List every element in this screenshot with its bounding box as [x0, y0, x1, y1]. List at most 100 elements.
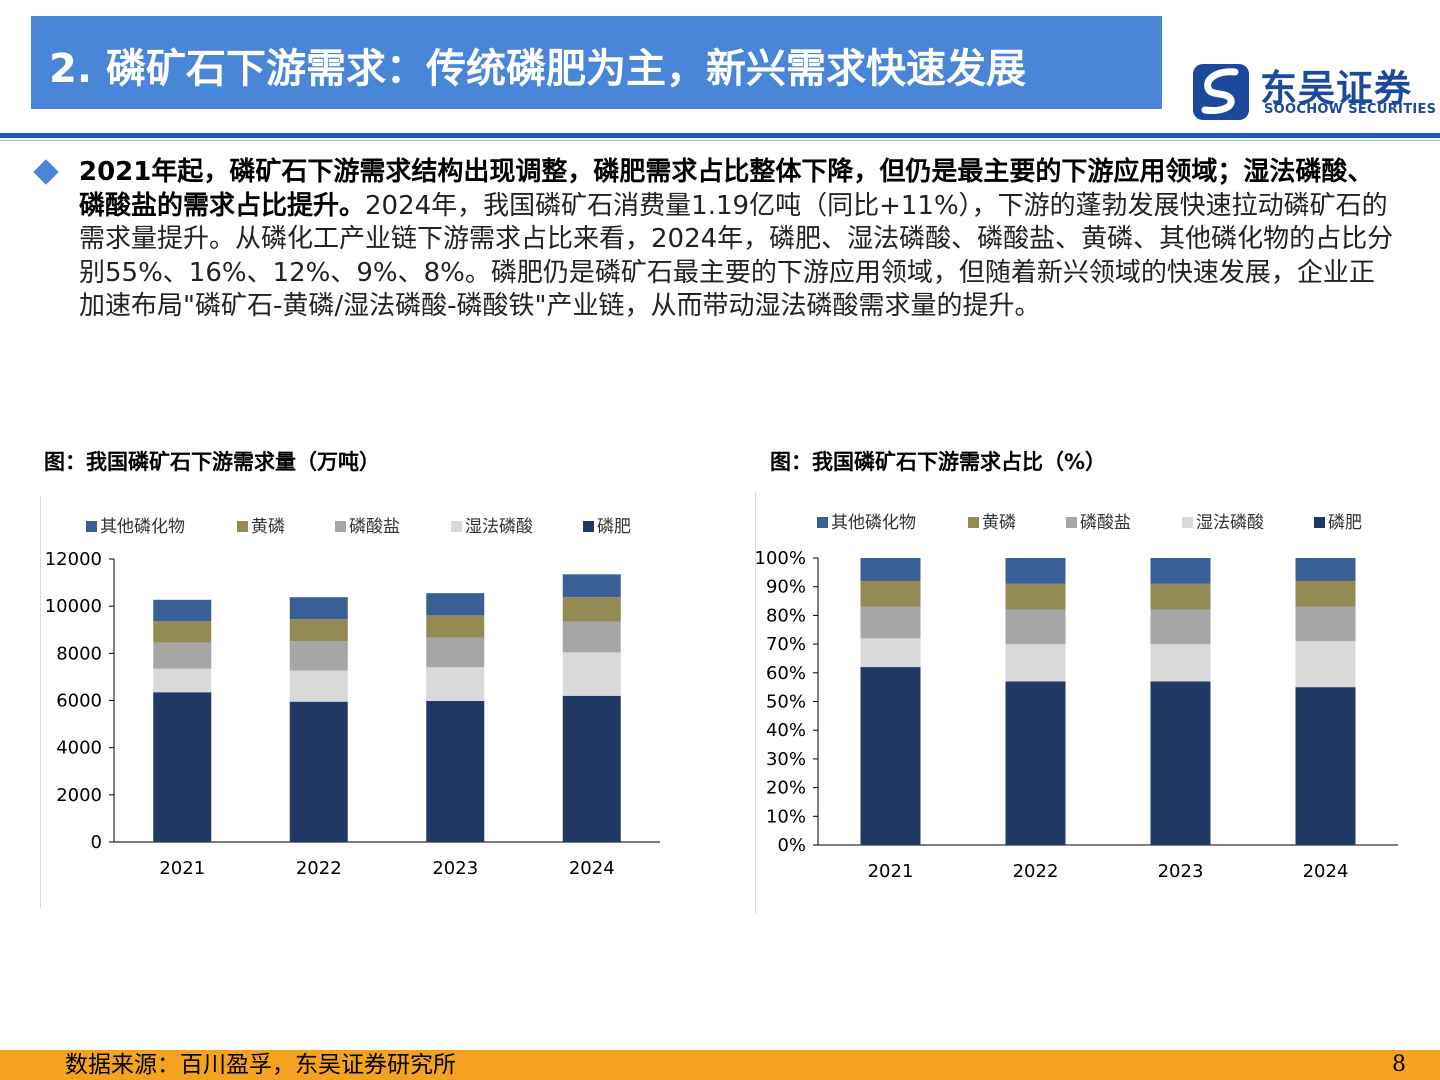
legend-label: 黄磷	[982, 513, 1016, 533]
bar-segment	[1005, 644, 1066, 682]
data-source: 数据来源：百川盈孚，东吴证券研究所	[65, 1052, 456, 1078]
legend-swatch	[237, 521, 248, 532]
legend-swatch	[1066, 517, 1077, 528]
soochow-logo-icon	[1193, 64, 1249, 120]
bar-segment	[1150, 583, 1211, 610]
y-tick-label: 30%	[766, 749, 806, 770]
bar-segment	[153, 668, 212, 693]
bar-segment	[426, 700, 485, 842]
summary-bold: 2021年起，磷矿石下游需求结构出现调整，磷肥需求占比整体下降，但仍是最主要的下…	[79, 157, 1374, 221]
bar-segment	[426, 667, 485, 701]
bar-segment	[1150, 644, 1211, 682]
page-title: 2. 磷矿石下游需求：传统磷肥为主，新兴需求快速发展	[49, 46, 1026, 92]
chart-title-volume: 图：我国磷矿石下游需求量（万吨）	[44, 450, 380, 474]
legend-swatch	[968, 517, 979, 528]
bar-segment	[1295, 606, 1356, 642]
bar-segment	[289, 641, 348, 671]
bar-segment	[426, 615, 485, 638]
y-tick-label: 70%	[766, 634, 806, 655]
chart-share: 0% 10% 20% 30% 40% 50% 60% 70% 80% 90% 100% 2021 202…	[755, 492, 1420, 914]
header-rule-thin	[0, 140, 1440, 141]
bar-segment	[153, 642, 212, 669]
bar-segment	[1150, 609, 1211, 645]
y-tick-label: 6000	[56, 691, 102, 712]
chart-title-share: 图：我国磷矿石下游需求占比（%）	[770, 450, 1107, 474]
y-tick-label: 90%	[766, 577, 806, 598]
bar-segment	[1150, 558, 1211, 584]
bar-segment	[1005, 583, 1066, 610]
logo-name-cn: 东吴证券	[1260, 67, 1412, 110]
legend-swatch	[1182, 517, 1193, 528]
chart-volume-svg: 0 2000 4000 6000 8000 10000 12000 2021 2022 2023 2…	[40, 496, 660, 908]
y-tick-label: 10%	[766, 806, 806, 827]
y-tick-label: 50%	[766, 692, 806, 713]
bar-segment	[1295, 687, 1356, 845]
summary-paragraph: 2021年起，磷矿石下游需求结构出现调整，磷肥需求占比整体下降，但仍是最主要的下…	[79, 156, 1399, 324]
bar-segment	[289, 701, 348, 842]
bar-segment	[426, 593, 485, 616]
x-tick-label: 2023	[432, 858, 478, 879]
legend-label: 其他磷化物	[100, 517, 185, 537]
bar-segment	[860, 580, 921, 607]
legend-label: 磷肥	[597, 517, 631, 537]
y-tick-label: 0	[91, 832, 102, 853]
bar-segment	[1005, 558, 1066, 584]
y-tick-label: 2000	[56, 785, 102, 806]
company-logo: 东吴证券 SOOCHOW SECURITIES	[1188, 56, 1436, 122]
x-tick-label: 2021	[159, 858, 205, 879]
footer-bar: 数据来源：百川盈孚，东吴证券研究所 8	[0, 1050, 1440, 1080]
title-bar: 2. 磷矿石下游需求：传统磷肥为主，新兴需求快速发展	[31, 16, 1162, 109]
bar-segment	[1295, 558, 1356, 581]
legend-label: 磷酸盐	[1080, 513, 1131, 533]
bar-segment	[153, 599, 212, 622]
bar-segment	[289, 670, 348, 702]
chart-share-svg: 0% 10% 20% 30% 40% 50% 60% 70% 80% 90% 100% 2021 202…	[755, 492, 1398, 914]
y-tick-label: 60%	[766, 663, 806, 684]
bar-segment	[1295, 580, 1356, 607]
y-tick-label: 100%	[755, 548, 806, 569]
y-tick-label: 40%	[766, 720, 806, 741]
chart-volume: 0 2000 4000 6000 8000 10000 12000 2021 2022 2023 2…	[40, 496, 673, 908]
bar-segment	[562, 597, 621, 622]
y-tick-label: 20%	[766, 778, 806, 799]
diamond-bullet-icon	[33, 159, 59, 185]
bar-segment	[562, 621, 621, 653]
bar-segment	[289, 597, 348, 620]
header-rule	[0, 133, 1440, 138]
legend-swatch	[451, 521, 462, 532]
bar-segment	[1005, 681, 1066, 845]
logo-name-en: SOOCHOW SECURITIES	[1264, 102, 1437, 117]
x-tick-label: 2024	[569, 858, 615, 879]
legend-label: 磷酸盐	[349, 517, 400, 537]
y-tick-label: 80%	[766, 605, 806, 626]
x-tick-label: 2022	[296, 858, 342, 879]
x-tick-label: 2022	[1013, 861, 1059, 882]
y-tick-label: 12000	[45, 549, 102, 570]
x-tick-label: 2021	[868, 861, 914, 882]
legend-swatch	[817, 517, 828, 528]
bar-segment	[860, 667, 921, 845]
bar-segment	[562, 652, 621, 696]
bar-segment	[860, 606, 921, 639]
legend-label: 黄磷	[251, 517, 285, 537]
summary-body: 2024年，我国磷矿石消费量1.19亿吨（同比+11%），下游的蓬勃发展快速拉动…	[79, 190, 1394, 322]
bar-segment	[426, 637, 485, 668]
y-tick-label: 4000	[56, 738, 102, 759]
legend-swatch	[86, 521, 97, 532]
bar-segment	[289, 619, 348, 642]
legend-label: 磷肥	[1328, 513, 1362, 533]
bar-segment	[153, 692, 212, 842]
bar-segment	[860, 558, 921, 581]
bar-segment	[860, 638, 921, 668]
y-tick-label: 10000	[45, 596, 102, 617]
y-tick-label: 8000	[56, 643, 102, 664]
x-tick-label: 2024	[1303, 861, 1349, 882]
bar-segment	[1005, 609, 1066, 645]
legend-swatch	[335, 521, 346, 532]
page-number: 8	[1392, 1052, 1406, 1077]
bar-segment	[1150, 681, 1211, 845]
bar-segment	[153, 621, 212, 643]
bar-segment	[1295, 641, 1356, 688]
legend-label: 其他磷化物	[831, 513, 916, 533]
x-tick-label: 2023	[1158, 861, 1204, 882]
